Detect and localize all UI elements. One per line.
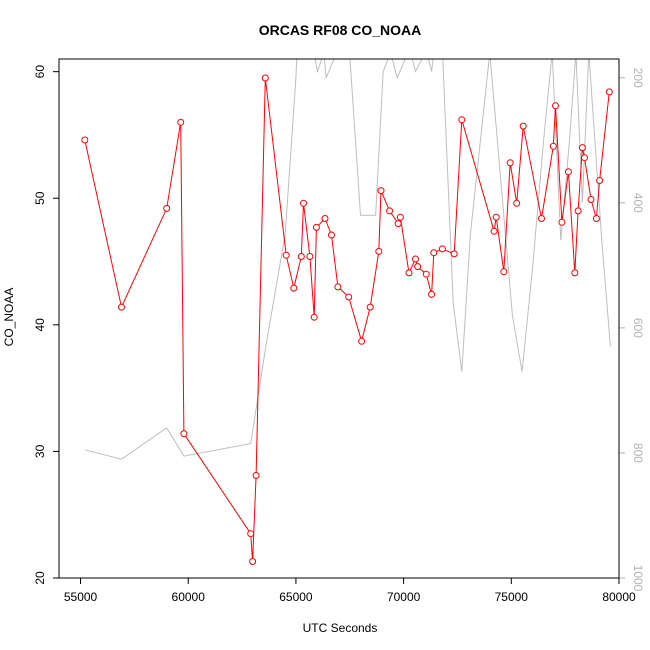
co-point	[297, 253, 305, 260]
co-point	[450, 250, 458, 258]
co-point	[358, 337, 366, 345]
x-axis-label: UTC Seconds	[303, 621, 378, 635]
co-point	[592, 215, 600, 222]
y-axis-label: CO_NOAA	[2, 288, 16, 347]
co-point	[500, 268, 508, 276]
co-point	[428, 290, 436, 298]
co-point	[405, 269, 413, 277]
x-tick-label: 55000	[64, 590, 98, 604]
co-point	[549, 142, 557, 150]
x-tick-label: 75000	[495, 590, 529, 604]
co-point	[163, 204, 171, 212]
y2-tick-label: 200	[631, 68, 645, 88]
co-point	[587, 196, 595, 203]
y2-tick-label: 800	[631, 443, 645, 463]
co-point	[513, 199, 521, 207]
co-point	[438, 245, 446, 253]
x-tick-label: 65000	[279, 590, 313, 604]
co-point	[249, 558, 257, 565]
co-point	[366, 303, 374, 311]
co-point	[558, 218, 566, 226]
y-tick-label: 40	[33, 318, 47, 332]
y-tick-label: 20	[33, 571, 47, 585]
co-point	[430, 249, 438, 257]
y2-tick-label: 600	[631, 318, 645, 338]
pressure-line	[84, 59, 611, 460]
co-point	[177, 118, 185, 126]
co-point	[377, 187, 385, 195]
co-point	[261, 74, 269, 82]
co-point	[571, 269, 579, 277]
co-point	[310, 313, 318, 321]
pressure-series	[84, 59, 611, 460]
y-tick-label: 60	[33, 65, 47, 79]
co-point	[252, 472, 260, 479]
co-point	[422, 270, 430, 278]
co-point	[414, 263, 422, 271]
co-point	[375, 247, 383, 255]
chart-title: ORCAS RF08 CO_NOAA	[259, 22, 422, 38]
co-point	[386, 207, 394, 215]
co-point	[492, 213, 500, 221]
co-point	[81, 136, 89, 144]
co-point	[345, 293, 353, 301]
co-point	[180, 430, 188, 438]
plot-frame	[58, 58, 620, 579]
co-point	[334, 283, 342, 291]
co-point	[564, 168, 572, 176]
co-point	[578, 144, 586, 152]
co-point	[321, 215, 329, 222]
co-point	[328, 231, 335, 239]
co-point	[306, 253, 314, 260]
co-point	[506, 159, 514, 167]
co-point	[312, 223, 320, 231]
x-tick-label: 60000	[172, 590, 206, 604]
axes: 55000 60000 65000 70000 75000 80000 20 30 40 50 60…	[33, 65, 645, 604]
co-point	[412, 255, 419, 263]
co-point	[581, 154, 588, 162]
co-point	[300, 199, 307, 207]
co-point	[458, 116, 466, 124]
co-series	[81, 74, 613, 565]
y-tick-label: 30	[33, 444, 47, 458]
co-point	[118, 303, 125, 311]
co-point	[490, 227, 498, 235]
co-point	[605, 88, 613, 96]
co-point	[396, 213, 404, 221]
co-point	[247, 530, 255, 538]
x-tick-label: 70000	[387, 590, 421, 604]
co-point	[394, 220, 402, 228]
co-point	[290, 284, 298, 292]
y2-tick-label: 400	[631, 193, 645, 213]
co-point	[552, 102, 559, 110]
co-point	[596, 177, 604, 184]
co-point	[519, 122, 527, 130]
co-point	[538, 215, 545, 222]
x-tick-label: 80000	[602, 590, 636, 604]
y2-tick-label: 1000	[631, 565, 645, 592]
y-tick-label: 50	[33, 191, 47, 205]
co-point	[282, 251, 290, 259]
co-point	[574, 207, 582, 215]
